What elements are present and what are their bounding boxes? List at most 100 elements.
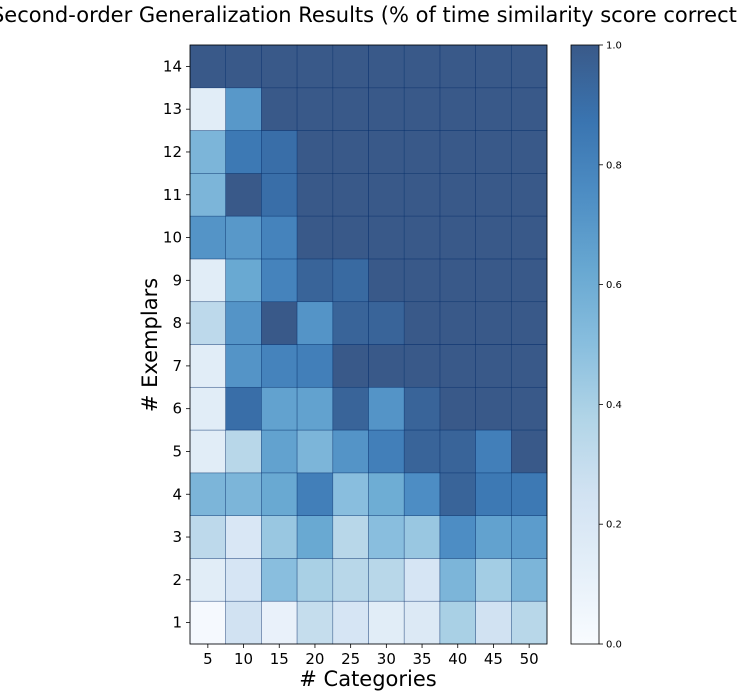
heatmap-cell	[261, 600, 298, 645]
heatmap-cell	[403, 558, 441, 602]
y-tick-label: 9	[172, 271, 182, 289]
x-tick-label: 50	[520, 650, 539, 668]
heatmap-cell	[510, 215, 548, 260]
heatmap-cell	[368, 215, 405, 260]
x-axis-label: # Categories	[299, 667, 436, 691]
heatmap-cell	[510, 386, 548, 431]
heatmap-cell	[403, 215, 441, 260]
colorbar-tick-label: 0.0	[606, 640, 622, 651]
y-tick-label: 13	[163, 100, 182, 118]
heatmap-cell	[510, 600, 548, 645]
heatmap-cell	[189, 44, 227, 89]
heatmap-cell	[261, 429, 298, 474]
heatmap-cell	[189, 130, 227, 174]
heatmap-cell	[189, 258, 227, 303]
x-tick-label: 5	[203, 650, 213, 668]
heatmap-cell	[368, 515, 405, 559]
heatmap-cell	[510, 515, 548, 559]
heatmap-cell	[189, 173, 227, 217]
colorbar-tick-label: 1.0	[606, 41, 622, 52]
heatmap-cell	[261, 258, 298, 303]
heatmap-cell	[403, 87, 441, 131]
heatmap-cell	[225, 130, 262, 174]
colorbar: 0.0 0.2 0.4 0.6 0.8 1.0	[570, 41, 622, 651]
heatmap-cell	[225, 386, 262, 431]
heatmap-cell	[510, 301, 548, 345]
y-tick-label: 1	[172, 614, 182, 632]
heatmap-cell	[368, 87, 405, 131]
heatmap-cell	[261, 344, 298, 388]
heatmap-cell	[225, 344, 262, 388]
heatmap-cell	[403, 130, 441, 174]
heatmap-cell	[261, 87, 298, 131]
heatmap-cell	[261, 301, 298, 345]
chart-title: Second-order Generalization Results (% o…	[0, 3, 737, 27]
heatmap-cell	[368, 258, 405, 303]
heatmap-cell	[296, 515, 334, 559]
heatmap-cell	[439, 87, 476, 131]
heatmap-cell	[475, 600, 512, 645]
heatmap-cell	[510, 258, 548, 303]
heatmap-cell	[189, 600, 227, 645]
heatmap-cell	[368, 130, 405, 174]
heatmap-cell	[225, 215, 262, 260]
heatmap-cell	[189, 301, 227, 345]
y-tick-label: 2	[172, 571, 182, 589]
heatmap-cell	[332, 173, 369, 217]
heatmap-cell	[368, 386, 405, 431]
heatmap-cell	[332, 386, 369, 431]
x-tick-label: 45	[484, 650, 503, 668]
heatmap-cell	[225, 44, 262, 89]
heatmap-cell	[296, 173, 334, 217]
heatmap-cell	[403, 515, 441, 559]
heatmap-cell	[332, 130, 369, 174]
heatmap-cell	[296, 344, 334, 388]
heatmap-cell	[510, 429, 548, 474]
heatmap-cell	[225, 515, 262, 559]
heatmap-cell	[332, 258, 369, 303]
heatmap-cell	[475, 472, 512, 516]
heatmap-cell	[368, 472, 405, 516]
heatmap-cell	[296, 87, 334, 131]
x-tick-label: 30	[377, 650, 396, 668]
heatmap-cell	[189, 87, 227, 131]
heatmap-cell	[189, 429, 227, 474]
y-tick-label: 6	[172, 400, 182, 418]
heatmap-cell	[332, 215, 369, 260]
heatmap-cell	[475, 386, 512, 431]
heatmap-cell	[225, 558, 262, 602]
heatmap-cell	[296, 386, 334, 431]
heatmap-cell	[296, 215, 334, 260]
heatmap-cell	[368, 344, 405, 388]
heatmap-cell	[475, 301, 512, 345]
heatmap-cell	[510, 44, 548, 89]
heatmap-cell	[189, 515, 227, 559]
heatmap-cell	[225, 173, 262, 217]
heatmap-cell	[368, 429, 405, 474]
heatmap-cell	[189, 344, 227, 388]
x-tick-label: 25	[341, 650, 360, 668]
heatmap-cell	[261, 386, 298, 431]
heatmap-cell	[439, 515, 476, 559]
heatmap-cell	[475, 429, 512, 474]
heatmap-cell	[261, 515, 298, 559]
heatmap-cell	[475, 173, 512, 217]
x-tick-label: 35	[413, 650, 432, 668]
x-tick-label: 40	[448, 650, 467, 668]
heatmap-cell	[510, 130, 548, 174]
heatmap-cell	[189, 472, 227, 516]
heatmap-cell	[403, 386, 441, 431]
heatmap-cell	[439, 600, 476, 645]
heatmap-cell	[261, 130, 298, 174]
heatmap-cell	[439, 173, 476, 217]
heatmap-cell	[439, 44, 476, 89]
heatmap-cell	[475, 515, 512, 559]
heatmap-cell	[225, 429, 262, 474]
heatmap-cell	[439, 386, 476, 431]
heatmap-cell	[296, 130, 334, 174]
y-tick-label: 11	[163, 186, 182, 204]
heatmap-cell	[332, 44, 369, 89]
heatmap-cell	[510, 173, 548, 217]
heatmap-cell	[403, 344, 441, 388]
